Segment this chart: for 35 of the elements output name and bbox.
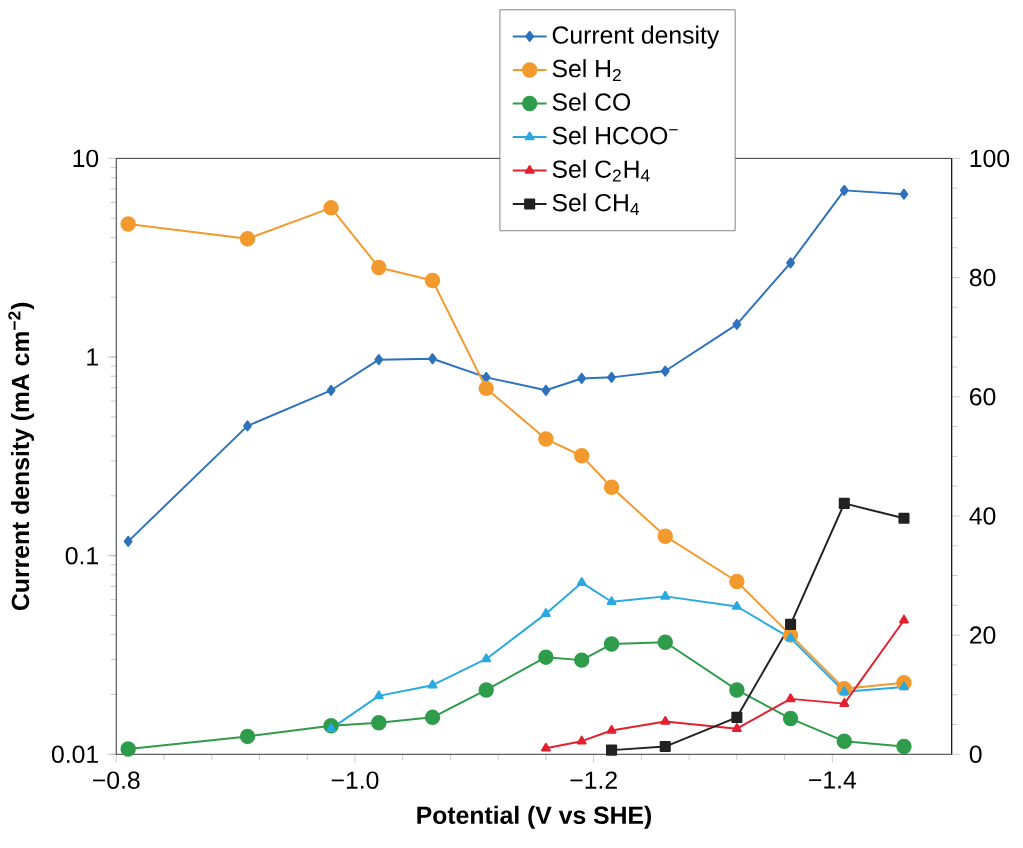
point xyxy=(541,384,551,396)
x-tick-label: −1.4 xyxy=(809,771,857,789)
point xyxy=(374,353,384,366)
y-axis-title: Current density (mA cm$^{−2}$) xyxy=(8,302,35,610)
y-tick-label: 0.1 xyxy=(65,546,98,565)
point xyxy=(123,535,133,547)
point xyxy=(899,188,909,200)
x-tick-label: −1.2 xyxy=(570,771,617,789)
legend-label: Current density xyxy=(552,25,720,49)
x-tick-label: −0.8 xyxy=(93,771,140,789)
point xyxy=(786,257,795,269)
legend-label: Sel H$_{2}$ xyxy=(552,58,621,81)
y2-tick-label: 100 xyxy=(970,149,1010,167)
legend-label: Sel CO xyxy=(552,92,631,111)
point xyxy=(577,372,587,384)
y2-tick-label: 80 xyxy=(969,268,996,287)
y2-tick-label: 60 xyxy=(970,387,996,406)
y2-tick-label: 0 xyxy=(969,745,982,763)
y-tick-label: 10 xyxy=(73,149,99,167)
x-tick-label: −1.0 xyxy=(331,771,379,789)
point xyxy=(428,353,437,365)
point xyxy=(607,371,616,383)
y-tick-label: 0.01 xyxy=(51,745,98,763)
legend-label: Sel CH$_{4}$ xyxy=(552,193,640,215)
point xyxy=(243,420,252,432)
x-axis-title: Potential (V vs SHE) xyxy=(417,805,651,829)
legend-label: Sel HCOO$^{−}$ xyxy=(552,126,678,145)
y2-tick-label: 40 xyxy=(969,507,996,525)
y2-tick-label: 20 xyxy=(970,626,996,644)
point xyxy=(660,365,670,377)
legend-label: Sel C$_{2}$H$_{4}$ xyxy=(552,159,650,182)
point xyxy=(326,384,336,396)
point xyxy=(732,318,742,330)
point xyxy=(839,184,849,196)
y-tick-label: 1 xyxy=(87,348,98,366)
